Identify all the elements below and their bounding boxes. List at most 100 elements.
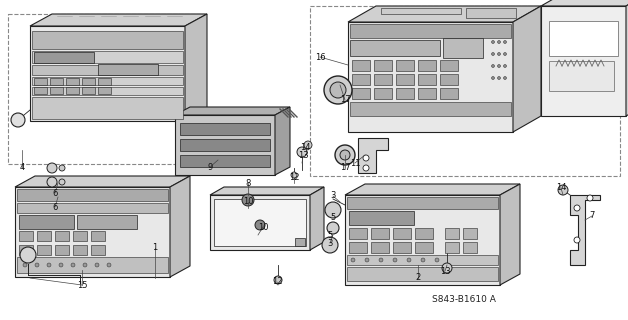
Polygon shape [210,187,324,195]
Polygon shape [345,195,500,285]
Bar [19,231,33,241]
Bar [82,87,95,94]
Circle shape [497,65,501,68]
Polygon shape [210,195,310,250]
Circle shape [497,76,501,79]
Bar [66,87,79,94]
Bar [443,38,483,58]
Text: 15: 15 [77,281,87,290]
Bar [180,139,270,151]
Bar [34,52,94,63]
Text: 3: 3 [327,238,333,247]
Circle shape [304,141,312,149]
Bar [418,60,436,71]
Bar [91,231,105,241]
Circle shape [95,263,99,267]
Circle shape [297,147,307,157]
Bar [374,74,392,85]
Text: 13: 13 [298,151,308,161]
Polygon shape [310,187,324,250]
Polygon shape [185,14,207,121]
Text: 12: 12 [289,173,300,182]
Bar [98,64,158,75]
Bar [463,228,477,239]
Bar [82,78,95,85]
Circle shape [327,222,339,234]
Bar [55,231,69,241]
Bar [349,228,367,239]
Circle shape [324,76,352,104]
Circle shape [492,41,494,44]
Polygon shape [348,6,541,22]
Bar [445,228,459,239]
Circle shape [255,220,265,230]
Bar [466,8,516,18]
Bar [17,203,168,213]
Text: 1: 1 [153,244,158,252]
Circle shape [504,52,507,55]
Text: 8: 8 [246,179,251,188]
Text: 14: 14 [300,143,310,153]
Text: 5: 5 [327,231,333,241]
Text: 4: 4 [19,164,24,172]
Circle shape [497,52,501,55]
Circle shape [71,263,75,267]
Circle shape [504,76,507,79]
Bar [32,87,183,95]
Circle shape [363,165,369,171]
Circle shape [442,263,452,273]
Bar [350,24,511,38]
Text: 11: 11 [350,158,360,167]
Circle shape [11,113,25,127]
Bar [352,74,370,85]
Polygon shape [570,195,600,265]
Circle shape [492,76,494,79]
Bar [393,242,411,253]
Bar [32,97,183,119]
Bar [352,88,370,99]
Text: 3: 3 [330,191,336,201]
Bar [440,74,458,85]
Polygon shape [541,6,626,116]
Bar [381,8,461,14]
Polygon shape [15,187,170,277]
Bar [32,65,183,75]
Bar [374,60,392,71]
Circle shape [504,41,507,44]
Text: 6: 6 [52,188,58,197]
Bar [98,87,111,94]
Circle shape [107,263,111,267]
Bar [396,74,414,85]
Circle shape [47,263,51,267]
Circle shape [351,258,355,262]
Text: 17: 17 [340,95,350,105]
Circle shape [35,263,39,267]
Text: 13: 13 [440,267,450,276]
Bar [445,242,459,253]
Text: Fr.: Fr. [590,24,606,37]
Circle shape [393,258,397,262]
Text: 10: 10 [243,197,253,206]
Circle shape [23,263,27,267]
Polygon shape [15,176,190,187]
Text: 7: 7 [589,212,595,220]
Bar [214,199,306,246]
Bar [350,40,440,56]
Circle shape [574,205,580,211]
Polygon shape [500,184,520,285]
Bar [55,245,69,255]
Bar [91,245,105,255]
Bar [98,78,111,85]
Polygon shape [348,22,513,132]
Bar [310,6,620,176]
Circle shape [421,258,425,262]
Circle shape [274,276,282,284]
Text: 10: 10 [257,222,268,231]
Circle shape [587,195,593,201]
Bar [180,155,270,167]
Bar [32,77,183,85]
Circle shape [365,258,369,262]
Text: 5: 5 [330,213,335,222]
Text: 12: 12 [272,277,282,286]
Bar [374,88,392,99]
